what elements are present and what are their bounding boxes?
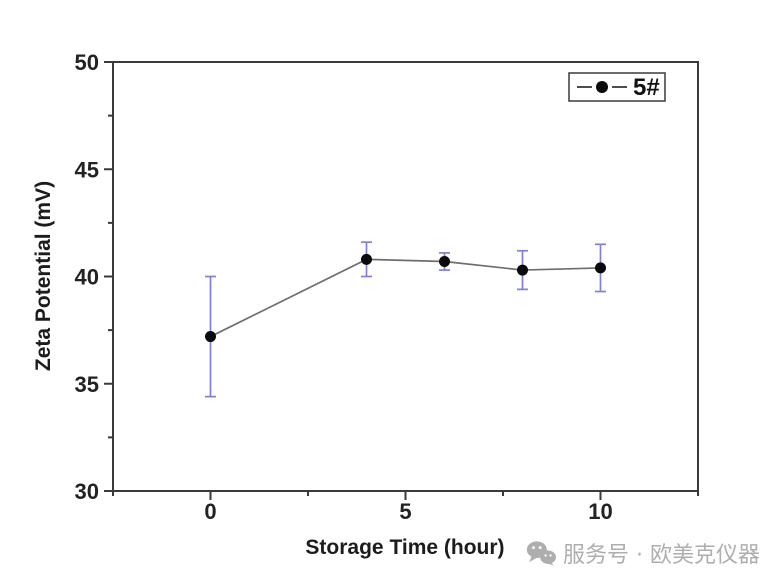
series-connecting-line <box>210 258 601 338</box>
data-series <box>205 241 606 398</box>
x-tick-label: 5 <box>399 499 411 524</box>
legend: 5# <box>568 72 666 102</box>
y-tick-label: 30 <box>75 479 99 504</box>
data-point-marker <box>595 262 606 274</box>
legend-label: 5# <box>633 74 660 101</box>
y-axis-title: Zeta Potential (mV) <box>32 181 55 371</box>
wechat-icon <box>526 541 556 566</box>
y-tick-label: 50 <box>75 50 99 75</box>
legend-marker <box>596 81 608 93</box>
y-tick-label: 40 <box>75 265 99 290</box>
y-tick-label: 45 <box>75 157 99 182</box>
x-tick-label: 0 <box>204 499 216 524</box>
watermark-text: 服务号 · 欧美克仪器 <box>563 543 760 568</box>
data-point-marker <box>517 264 528 276</box>
y-tick-label: 35 <box>75 372 99 397</box>
plot-frame <box>112 61 699 492</box>
watermark: 服务号 · 欧美克仪器 <box>526 537 760 569</box>
axes-ticks: 0 5 10 30 35 40 45 50 <box>75 50 699 524</box>
x-axis-title: Storage Time (hour) <box>305 536 504 559</box>
data-point-marker <box>361 253 372 265</box>
data-point-marker <box>439 255 450 267</box>
x-tick-label: 10 <box>588 499 612 524</box>
data-point-marker <box>205 331 216 343</box>
